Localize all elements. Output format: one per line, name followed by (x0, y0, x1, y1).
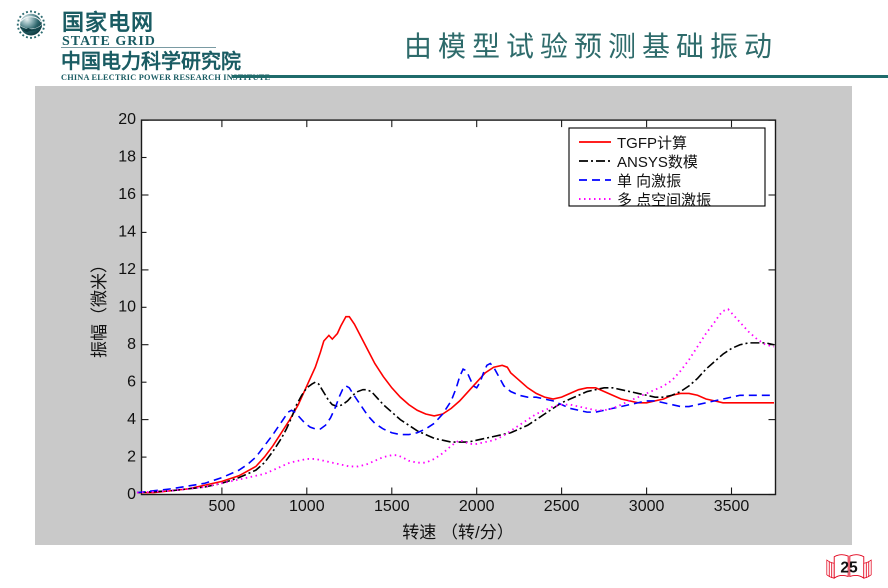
svg-text:500: 500 (209, 498, 236, 515)
svg-text:4: 4 (127, 411, 136, 428)
svg-text:2000: 2000 (459, 498, 495, 515)
svg-text:单 向激振: 单 向激振 (617, 173, 681, 190)
svg-text:1500: 1500 (374, 498, 410, 515)
svg-text:14: 14 (118, 224, 136, 241)
svg-text:多 点空间激振: 多 点空间激振 (617, 192, 711, 209)
svg-text:10: 10 (118, 299, 136, 316)
svg-text:3000: 3000 (629, 498, 665, 515)
svg-text:20: 20 (118, 111, 136, 128)
svg-text:8: 8 (127, 336, 136, 353)
svg-text:25: 25 (840, 559, 858, 576)
svg-text:2: 2 (127, 449, 136, 466)
svg-text:12: 12 (118, 261, 136, 278)
svg-text:16: 16 (118, 186, 136, 203)
svg-text:振幅（微米）: 振幅（微米） (90, 256, 109, 358)
svg-text:TGFP计算: TGFP计算 (617, 134, 687, 152)
svg-text:18: 18 (118, 149, 136, 166)
svg-text:2500: 2500 (544, 498, 580, 515)
svg-text:转速 （转/分）: 转速 （转/分） (402, 523, 513, 542)
svg-text:ANSYS数模: ANSYS数模 (617, 154, 698, 171)
svg-text:0: 0 (127, 486, 136, 503)
svg-text:3500: 3500 (714, 498, 750, 515)
svg-text:6: 6 (127, 374, 136, 391)
svg-text:1000: 1000 (289, 498, 325, 515)
